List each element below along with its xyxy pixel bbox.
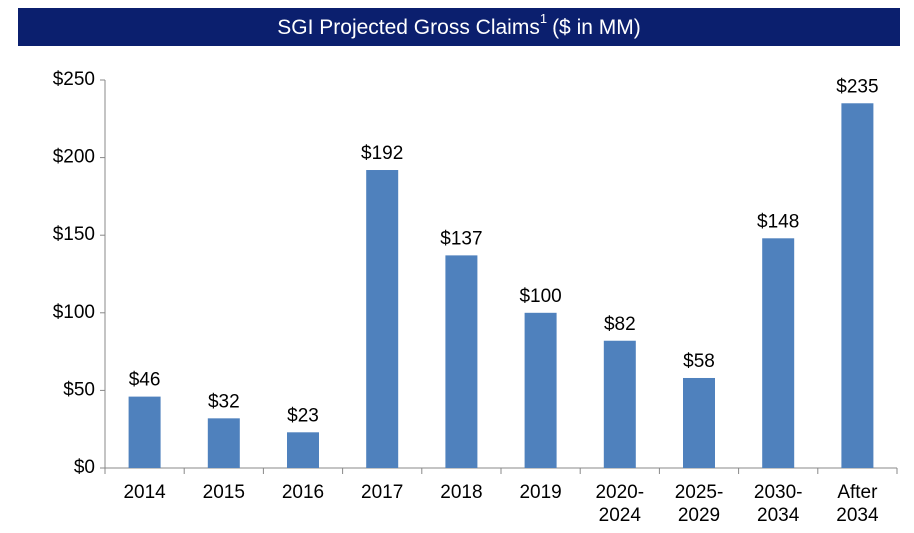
- x-tick-label: 2016: [281, 482, 325, 503]
- title-banner: [18, 8, 900, 46]
- bar: [128, 396, 161, 468]
- y-tick-label: $250: [53, 69, 95, 90]
- y-tick-label: $0: [74, 457, 95, 478]
- bar: [762, 238, 795, 468]
- value-label: $58: [683, 351, 715, 372]
- x-tick-label: 2025-2029: [674, 482, 724, 526]
- y-tick-label: $50: [63, 379, 95, 400]
- bar: [683, 377, 715, 468]
- x-tick-label: 2015: [202, 482, 245, 503]
- value-label: $100: [519, 286, 561, 307]
- title-suffix: ($ in MM): [552, 16, 641, 39]
- x-tick-label: 2014: [123, 482, 166, 503]
- bar: [524, 312, 557, 468]
- chart-title: SGI Projected Gross Claims: [277, 16, 540, 39]
- y-tick-label: $200: [53, 147, 95, 168]
- title-footnote: 1: [540, 11, 547, 26]
- value-label: $192: [361, 143, 403, 164]
- x-tick-label: 2018: [440, 482, 483, 503]
- bar: [603, 340, 636, 468]
- x-tick-label: 2020-2024: [595, 482, 645, 526]
- bar: [841, 103, 874, 468]
- value-label: $137: [440, 228, 482, 249]
- y-tick-label: $100: [53, 302, 95, 323]
- value-label: $32: [208, 391, 240, 412]
- value-label: $23: [287, 405, 319, 426]
- bar: [207, 418, 240, 468]
- value-label: $235: [836, 76, 878, 97]
- bar: [445, 255, 478, 468]
- chart-title-group: SGI Projected Gross Claims1 ($ in MM): [277, 11, 640, 38]
- x-tick-label: 2019: [519, 482, 562, 503]
- x-tick-label: 2017: [361, 482, 404, 503]
- value-label: $82: [604, 314, 636, 335]
- x-tick-label: 2030-2034: [753, 482, 803, 526]
- y-tick-label: $150: [53, 224, 95, 245]
- value-label: $46: [129, 370, 161, 391]
- bar: [366, 170, 399, 469]
- value-label: $148: [757, 211, 799, 232]
- bar: [287, 432, 319, 468]
- x-tick-label: After 2034: [836, 482, 879, 526]
